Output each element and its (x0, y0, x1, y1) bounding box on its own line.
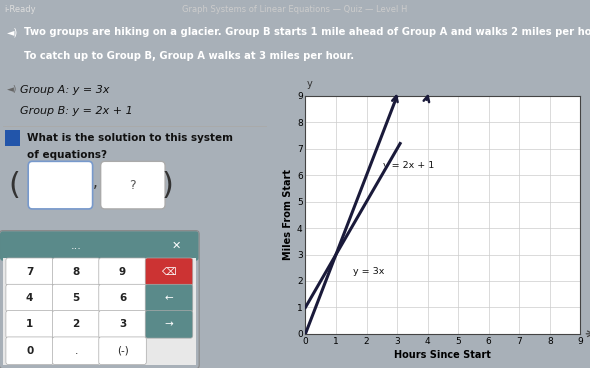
FancyBboxPatch shape (6, 311, 54, 338)
Text: of equations?: of equations? (27, 151, 107, 160)
Text: ←: ← (165, 293, 173, 303)
X-axis label: Hours Since Start: Hours Since Start (395, 350, 491, 360)
Text: ?: ? (130, 178, 136, 192)
Text: .: . (74, 346, 78, 356)
Text: 3: 3 (119, 319, 126, 329)
Bar (3, 258, 196, 365)
Text: ): ) (162, 171, 173, 199)
FancyBboxPatch shape (101, 161, 165, 209)
Text: 0: 0 (26, 346, 33, 356)
Text: ⌫: ⌫ (162, 267, 176, 277)
FancyBboxPatch shape (53, 258, 100, 286)
Text: y = 3x: y = 3x (353, 267, 384, 276)
Text: Group A: y = 3x: Group A: y = 3x (20, 85, 110, 95)
FancyBboxPatch shape (6, 337, 54, 364)
Text: ...: ... (71, 241, 81, 251)
FancyBboxPatch shape (53, 284, 100, 312)
FancyBboxPatch shape (53, 311, 100, 338)
Text: y: y (307, 79, 313, 89)
Text: 9: 9 (119, 267, 126, 277)
Text: i-Ready: i-Ready (5, 5, 37, 14)
Text: 1: 1 (26, 319, 33, 329)
Text: ◄): ◄) (7, 27, 18, 37)
Text: Graph Systems of Linear Equations — Quiz — Level H: Graph Systems of Linear Equations — Quiz… (182, 5, 408, 14)
Text: ,: , (93, 175, 98, 190)
Text: What is the solution to this system: What is the solution to this system (27, 132, 233, 142)
FancyBboxPatch shape (99, 311, 146, 338)
Text: Group B: y = 2x + 1: Group B: y = 2x + 1 (20, 106, 133, 116)
Text: 5: 5 (73, 293, 80, 303)
FancyBboxPatch shape (99, 258, 146, 286)
Y-axis label: Miles From Start: Miles From Start (283, 169, 293, 261)
Text: 4: 4 (26, 293, 34, 303)
Text: 2: 2 (73, 319, 80, 329)
Text: 8: 8 (73, 267, 80, 277)
FancyBboxPatch shape (53, 337, 100, 364)
FancyBboxPatch shape (0, 231, 199, 261)
Text: y = 2x + 1: y = 2x + 1 (384, 161, 435, 170)
Text: To catch up to Group B, Group A walks at 3 miles per hour.: To catch up to Group B, Group A walks at… (24, 51, 354, 61)
Text: →: → (165, 319, 173, 329)
Bar (5, 130, 19, 146)
Text: ✕: ✕ (172, 241, 181, 251)
FancyBboxPatch shape (145, 284, 193, 312)
FancyBboxPatch shape (145, 258, 193, 286)
Text: ◄): ◄) (6, 85, 17, 95)
Text: (-): (-) (117, 346, 129, 356)
FancyBboxPatch shape (28, 161, 93, 209)
Text: Two groups are hiking on a glacier. Group B starts 1 mile ahead of Group A and w: Two groups are hiking on a glacier. Grou… (24, 27, 590, 37)
FancyBboxPatch shape (6, 284, 54, 312)
Text: 7: 7 (26, 267, 34, 277)
FancyBboxPatch shape (99, 284, 146, 312)
Text: 6: 6 (119, 293, 126, 303)
Text: (: ( (9, 171, 21, 199)
FancyBboxPatch shape (145, 311, 193, 338)
FancyBboxPatch shape (99, 337, 146, 364)
FancyBboxPatch shape (6, 258, 54, 286)
